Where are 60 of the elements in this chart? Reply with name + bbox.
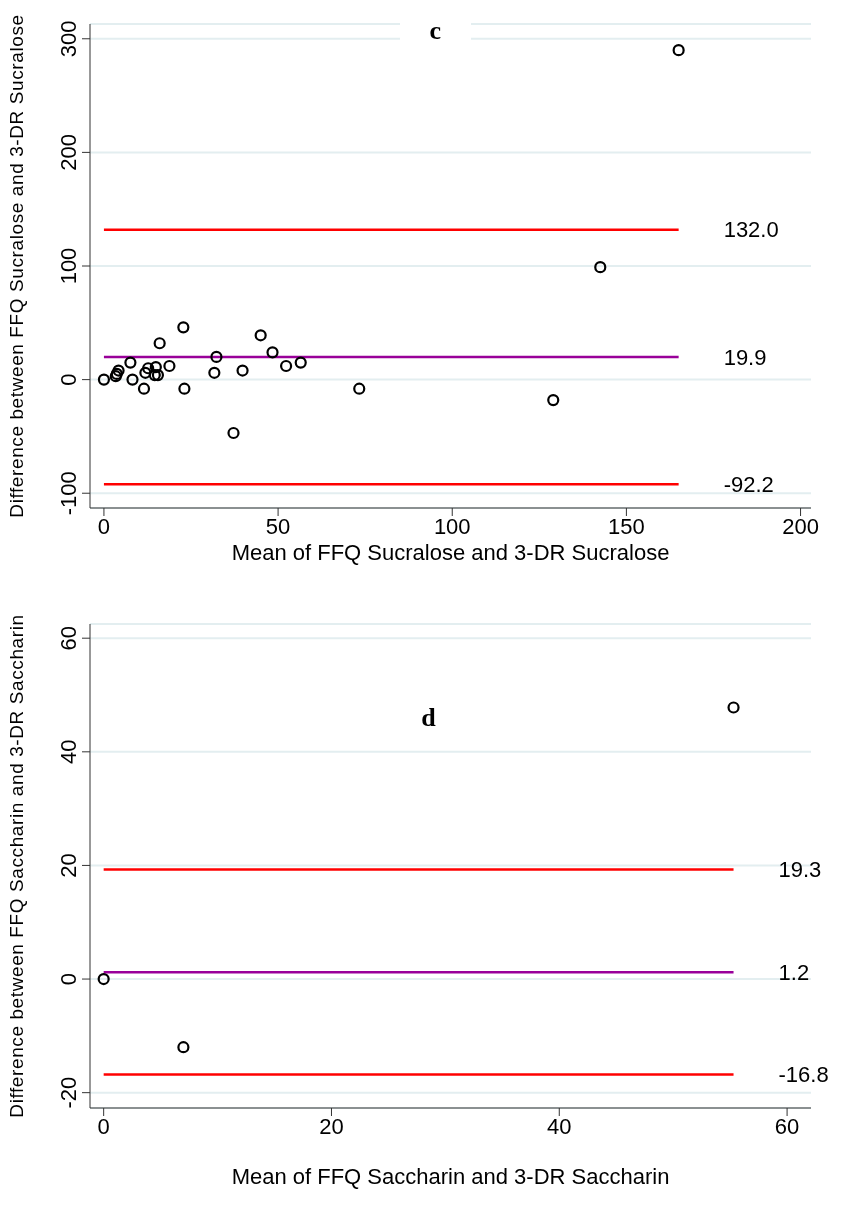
point [142,362,155,375]
ref-line-label: 132.0 [723,217,779,243]
point [149,361,162,374]
point [137,382,151,395]
point [97,972,110,986]
point [97,373,111,386]
y-tick-label: 100 [56,247,81,285]
point [547,393,560,407]
ref-line-label: 19.3 [778,857,822,883]
x-tick-label: 0 [97,1113,110,1139]
point [266,346,279,359]
ref-line-label: -16.8 [778,1062,829,1088]
point [727,701,740,714]
x-tick-label: 20 [319,1113,344,1139]
y-tick-label: -20 [56,1076,81,1109]
point [148,368,161,382]
point [112,364,125,377]
point [594,261,607,274]
x-axis-title: Mean of FFQ Sucralose and 3-DR Sucralose [231,540,670,565]
point [227,426,240,440]
x-tick-label: 200 [782,513,819,539]
ref-line-label: 19.9 [723,344,767,370]
y-tick-label: 40 [56,739,81,765]
ref-line-label: -92.2 [723,472,774,498]
point [294,356,307,369]
x-axis-title: Mean of FFQ Saccharin and 3-DR Saccharin [231,1164,670,1189]
y-tick-label: -100 [56,471,81,516]
point [353,382,366,395]
point [177,321,190,334]
y-tick-label: 0 [56,972,81,986]
x-tick-label: 150 [608,513,645,539]
point [124,356,137,369]
chart-title: c [399,16,472,46]
point [163,359,176,373]
x-tick-label: 0 [97,513,111,539]
point [280,359,293,373]
point [126,373,139,386]
y-tick-label: 0 [56,373,81,386]
point [151,368,165,382]
point [210,350,223,363]
y-axis-title: Difference between FFQ Sucralose and 3-DR Sucralose [5,14,27,518]
point [178,382,191,395]
x-tick-label: 40 [547,1113,572,1139]
y-tick-label: 20 [56,853,81,878]
point [139,366,152,379]
ref-line-label: 1.2 [778,960,810,986]
x-tick-label: 60 [774,1113,800,1139]
y-tick-label: 200 [56,134,81,171]
point [672,44,685,57]
point [177,1041,190,1054]
x-tick-label: 100 [433,513,471,539]
text: d [420,703,437,733]
y-tick-label: 60 [56,625,81,651]
point [208,366,221,379]
y-axis-title: Difference between FFQ Saccharin and 3-DR Saccharin [5,614,27,1118]
point [236,364,249,377]
y-tick-label: 300 [56,20,81,58]
x-tick-label: 50 [265,513,291,539]
point [153,337,166,350]
point [254,329,267,342]
